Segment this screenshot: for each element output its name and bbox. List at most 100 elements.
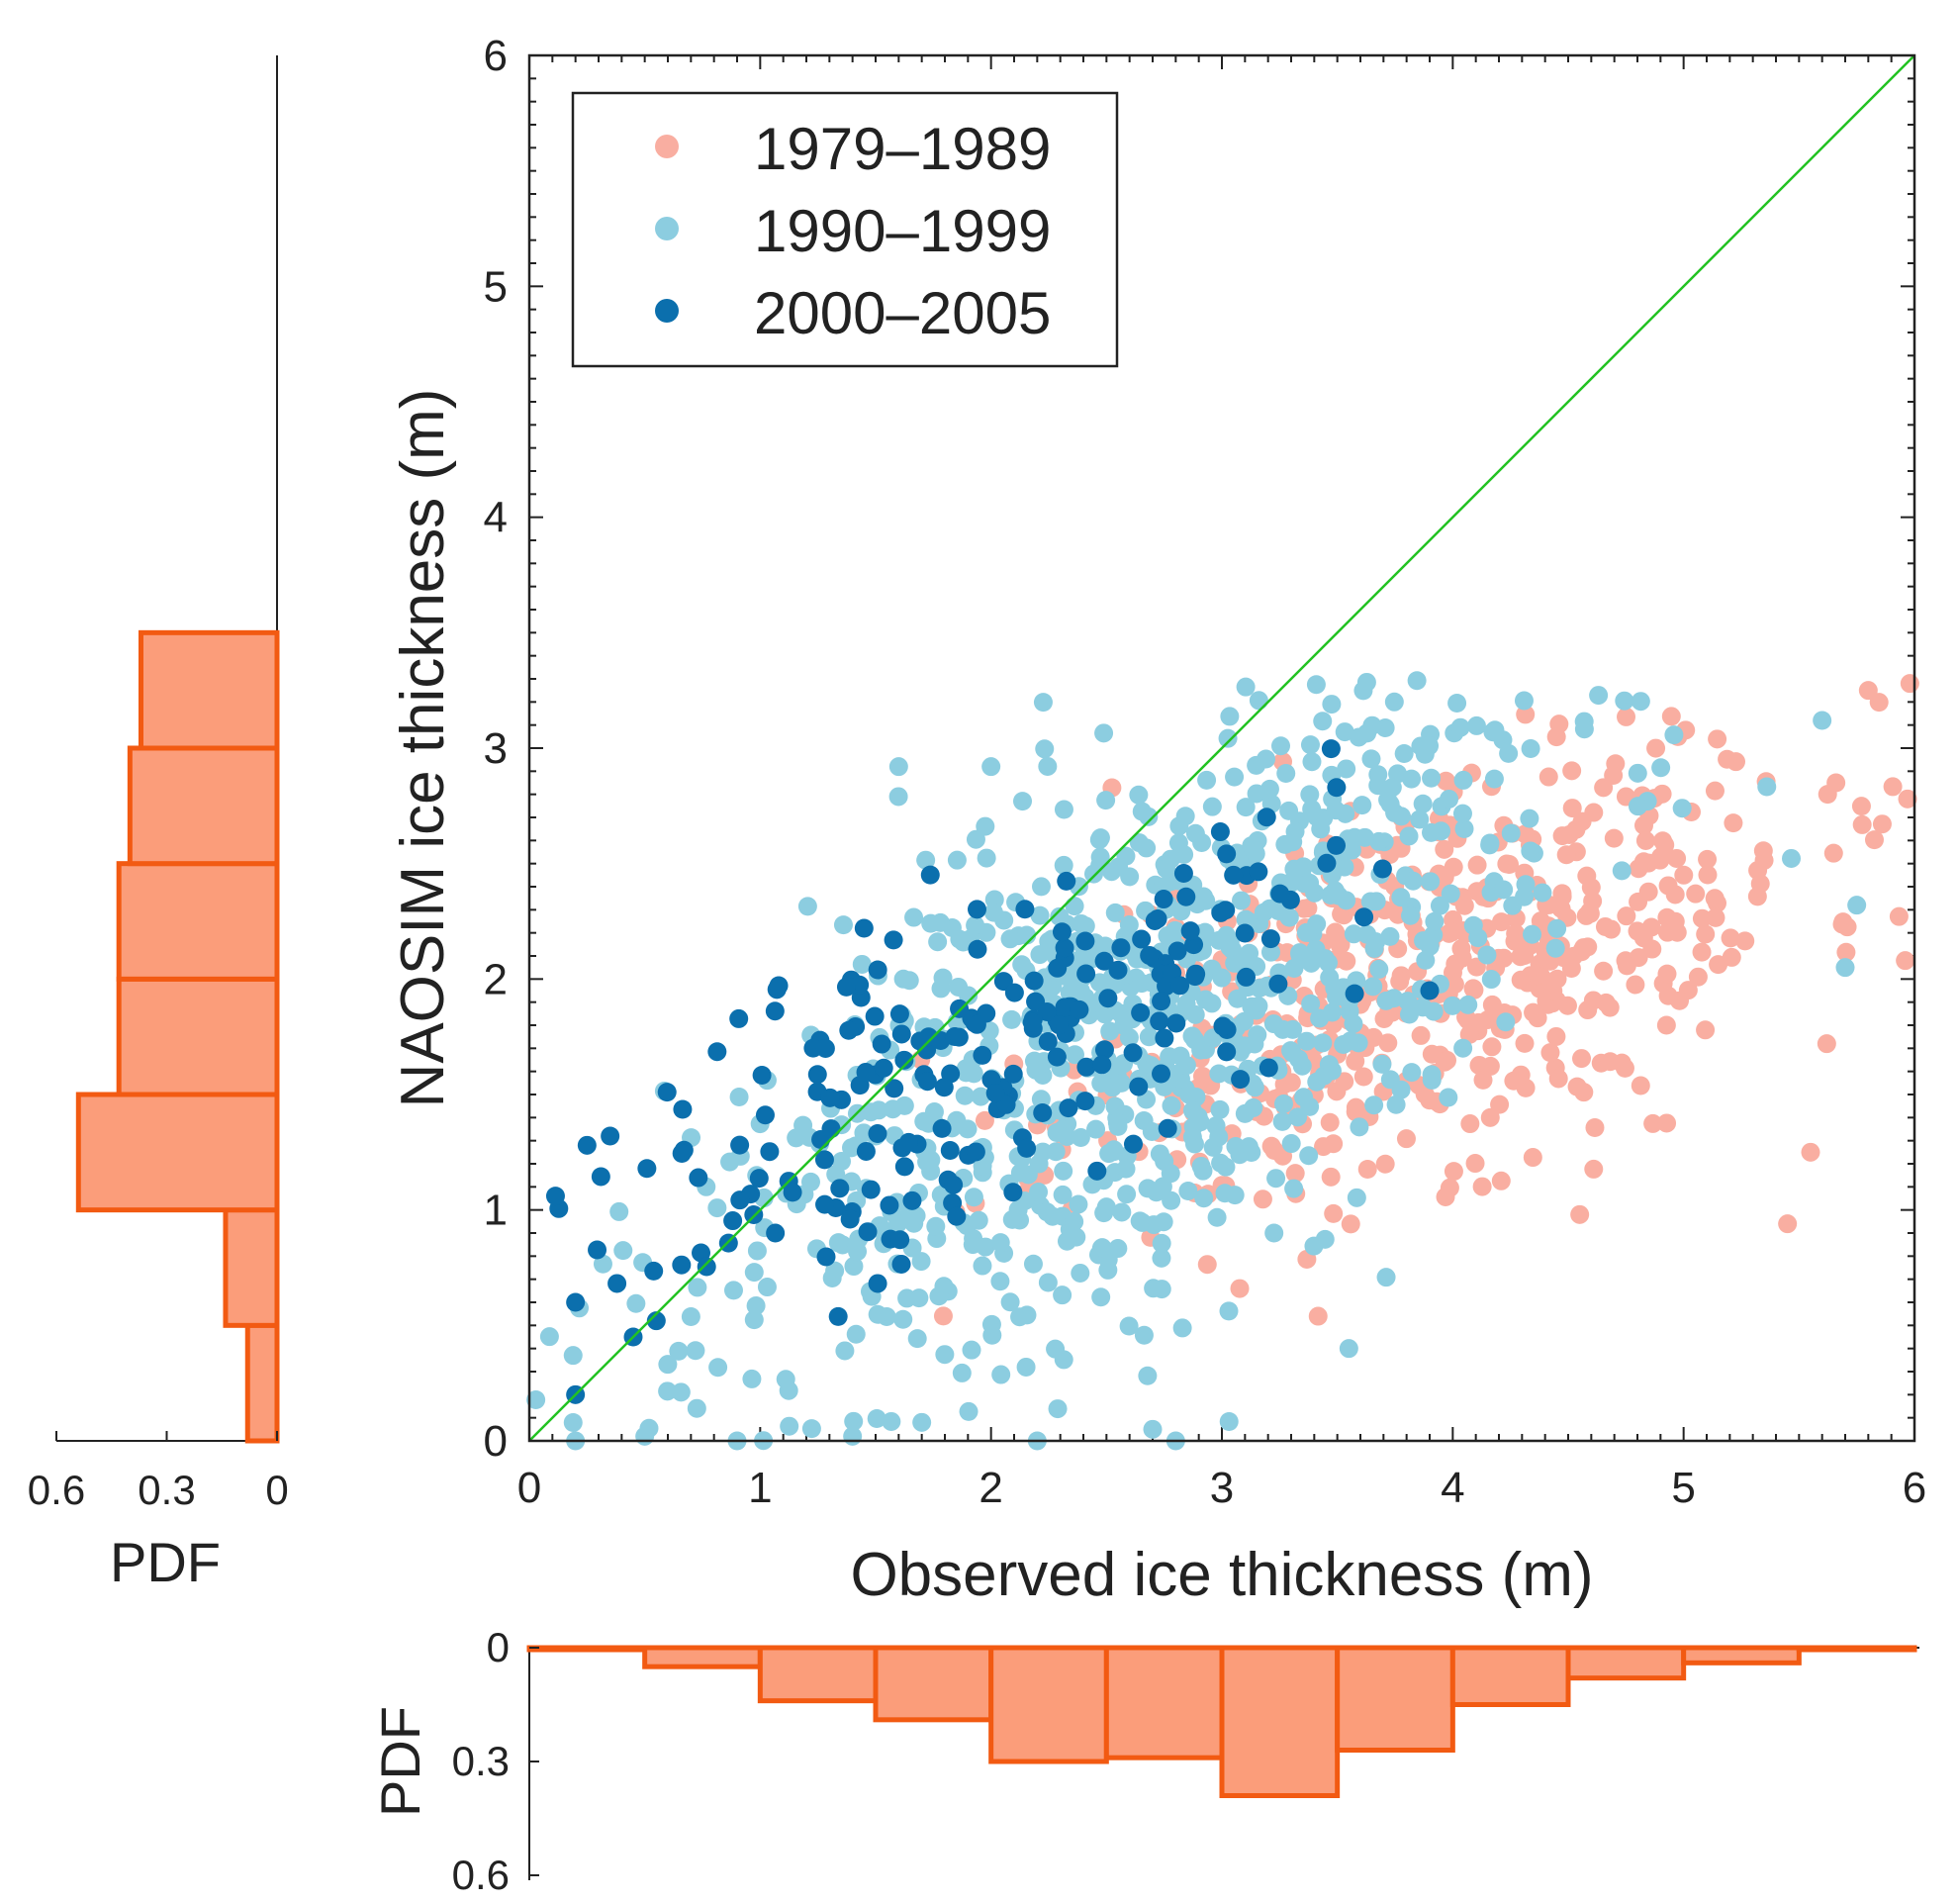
- scatter-point-series-2: [760, 1142, 780, 1162]
- scatter-point-series-0: [1562, 799, 1582, 818]
- scatter-point-series-0: [1324, 1203, 1344, 1223]
- scatter-point-series-2: [1268, 974, 1288, 994]
- scatter-point-series-1: [1053, 1185, 1072, 1204]
- scatter-point-series-0: [1523, 1148, 1542, 1168]
- scatter-point-series-1: [962, 1340, 981, 1360]
- scatter-point-series-1: [1226, 1136, 1246, 1156]
- scatter-point-series-1: [1185, 1004, 1205, 1024]
- scatter-point-series-1: [1281, 1134, 1301, 1154]
- scatter-point-series-1: [1023, 1254, 1043, 1274]
- scatter-point-series-1: [1197, 770, 1217, 790]
- scatter-point-series-0: [1341, 1214, 1360, 1234]
- scatter-point-series-0: [1615, 1058, 1634, 1078]
- scatter-point-series-2: [1420, 981, 1440, 1000]
- scatter-point-series-2: [919, 1027, 939, 1047]
- legend-marker-1979-1989: [655, 135, 679, 158]
- scatter-point-series-1: [1171, 902, 1191, 921]
- scatter-point-series-1: [907, 1329, 927, 1349]
- scatter-point-series-1: [1002, 1009, 1022, 1029]
- scatter-point-series-1: [916, 850, 936, 870]
- scatter-point-series-1: [1152, 1233, 1171, 1253]
- scatter-point-series-0: [1557, 996, 1577, 1015]
- legend-label-1979-1989: 1979–1989: [754, 116, 1051, 182]
- scatter-point-series-2: [840, 1209, 860, 1229]
- scatter-point-series-1: [1096, 791, 1116, 810]
- scatter-point-series-0: [1585, 1118, 1605, 1138]
- y-tick-label: 5: [484, 262, 508, 311]
- scatter-point-series-2: [1327, 835, 1347, 855]
- scatter-point-series-2: [1213, 1016, 1233, 1036]
- scatter-point-series-2: [1108, 960, 1128, 980]
- scatter-point-series-2: [749, 1169, 769, 1189]
- scatter-point-series-1: [1038, 756, 1058, 776]
- scatter-point-series-1: [742, 1369, 762, 1388]
- scatter-point-series-1: [888, 1213, 908, 1233]
- scatter-point-series-1: [1092, 1238, 1112, 1258]
- scatter-point-series-0: [1331, 935, 1351, 955]
- scatter-point-series-0: [1628, 921, 1647, 941]
- scatter-point-series-0: [1629, 892, 1648, 911]
- scatter-point-series-1: [904, 907, 924, 927]
- scatter-point-series-2: [1321, 739, 1341, 759]
- scatter-point-series-0: [1506, 923, 1526, 943]
- scatter-point-series-2: [949, 1027, 969, 1047]
- scatter-point-series-1: [1276, 764, 1296, 784]
- scatter-point-series-2: [839, 1020, 859, 1040]
- scatter-point-series-0: [1750, 874, 1770, 894]
- scatter-point-series-1: [1162, 1095, 1181, 1115]
- scatter-point-series-2: [884, 930, 903, 950]
- scatter-point-series-1: [1403, 871, 1423, 891]
- scatter-point-series-2: [1224, 865, 1244, 885]
- scatter-point-series-1: [971, 1087, 990, 1106]
- scatter-point-series-1: [1100, 1021, 1120, 1041]
- y-axis-tick-labels: 0 1 2 3 4 5 6: [484, 32, 508, 1466]
- one-to-one-line: [528, 54, 1915, 1442]
- scatter-point-series-1: [1337, 759, 1356, 779]
- scatter-point-series-1: [1260, 942, 1280, 962]
- scatter-point-series-0: [1705, 889, 1725, 908]
- scatter-point-series-1: [1521, 739, 1540, 759]
- scatter-point-series-1: [747, 1241, 767, 1261]
- scatter-point-series-2: [1059, 1098, 1078, 1118]
- scatter-point-series-1: [681, 1306, 700, 1326]
- scatter-point-series-2: [1131, 1002, 1151, 1022]
- scatter-point-series-1: [1369, 959, 1389, 979]
- scatter-point-series-1: [1368, 776, 1388, 796]
- scatter-point-series-0: [1826, 773, 1846, 793]
- scatter-point-series-1: [844, 1411, 864, 1431]
- scatter-point-series-0: [1617, 707, 1636, 726]
- scatter-point-series-1: [1347, 1188, 1366, 1207]
- scatter-point-series-1: [883, 1099, 902, 1119]
- scatter-point-series-1: [1259, 779, 1279, 799]
- scatter-point-series-1: [1454, 818, 1474, 838]
- scatter-point-series-0: [1435, 867, 1454, 887]
- scatter-point-series-1: [1162, 1190, 1181, 1210]
- scatter-point-series-2: [752, 1065, 772, 1085]
- scatter-point-series-1: [1574, 712, 1594, 731]
- scatter-point-series-1: [906, 1206, 926, 1226]
- scatter-point-series-0: [1516, 705, 1536, 724]
- scatter-point-series-0: [1606, 754, 1626, 774]
- scatter-point-series-1: [1099, 1144, 1119, 1164]
- scatter-point-series-2: [894, 1050, 914, 1070]
- scatter-point-series-1: [1299, 1146, 1319, 1166]
- hist-x-bar: [988, 1645, 1109, 1764]
- scatter-point-series-1: [686, 1341, 705, 1361]
- scatter-point-series-1: [868, 1304, 887, 1324]
- scatter-point-series-2: [861, 1180, 881, 1199]
- scatter-point-series-0: [1390, 972, 1410, 992]
- scatter-point-series-0: [1574, 938, 1594, 958]
- scatter-point-series-2: [644, 1261, 664, 1281]
- scatter-point-series-1: [966, 915, 985, 935]
- scatter-point-series-1: [1458, 995, 1478, 1014]
- scatter-point-series-1: [1150, 1144, 1169, 1164]
- scatter-point-series-1: [1757, 777, 1777, 797]
- scatter-point-series-2: [1354, 907, 1374, 927]
- scatter-point-series-2: [830, 1179, 850, 1198]
- scatter-point-series-0: [1754, 850, 1774, 870]
- scatter-point-series-0: [1629, 859, 1648, 879]
- scatter-point-series-2: [1345, 984, 1364, 1003]
- scatter-point-series-1: [1391, 1080, 1411, 1099]
- scatter-point-series-2: [967, 1014, 986, 1034]
- scatter-point-series-1: [1242, 836, 1261, 856]
